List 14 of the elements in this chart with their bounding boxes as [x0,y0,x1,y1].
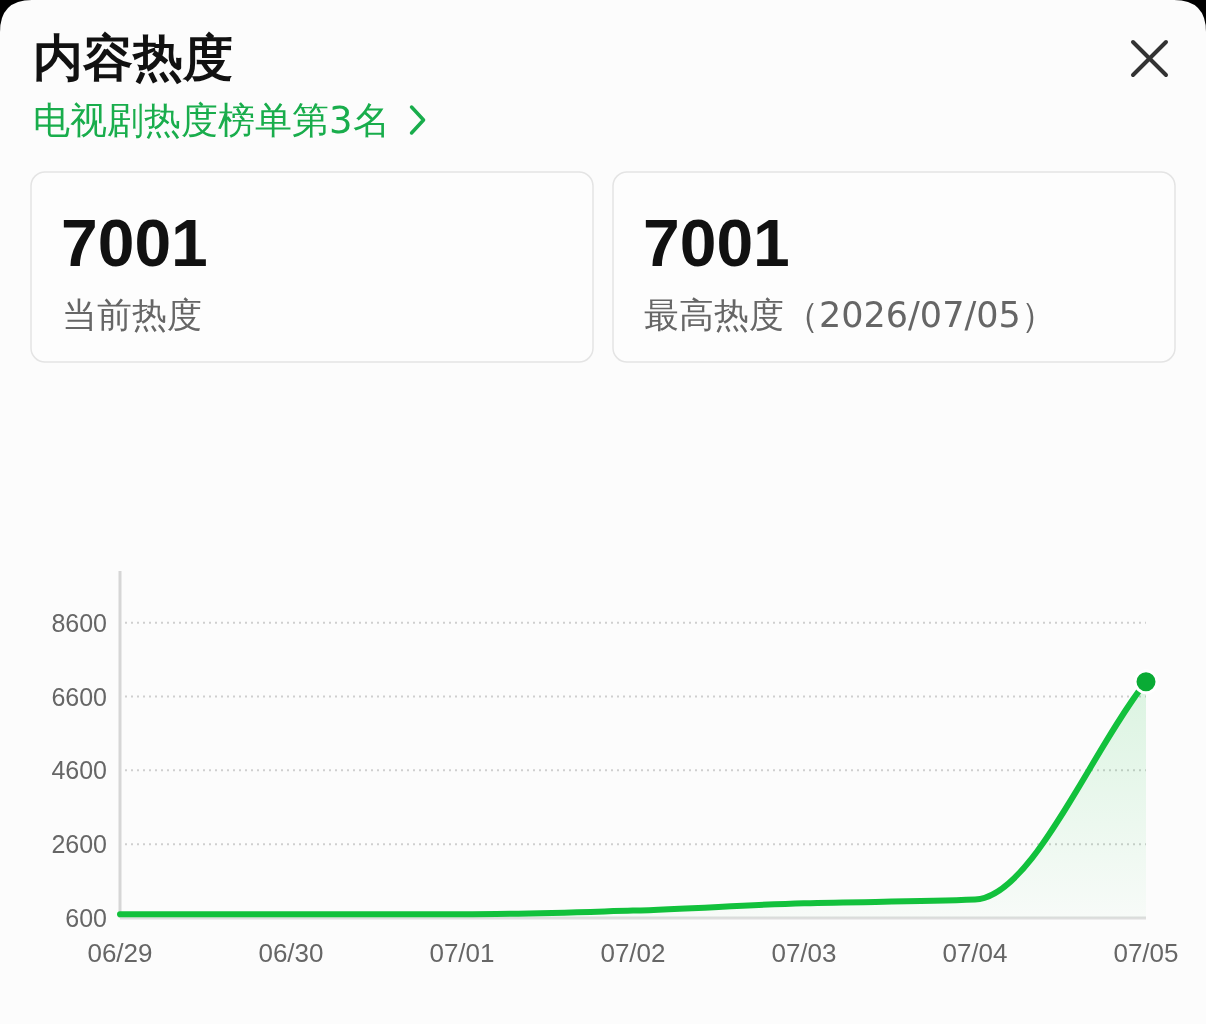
y-tick-label: 600 [65,904,107,932]
x-tick-label: 07/03 [771,938,837,968]
y-tick-label: 4600 [51,756,107,785]
subtitle: 电视剧热度榜单第3名 [33,99,390,142]
y-tick-label: 6600 [51,682,107,711]
y-tick-label: 2600 [51,830,107,859]
x-tick-label: 07/04 [942,938,1008,968]
x-tick-label: 07/01 [429,938,495,968]
x-tick-label: 07/05 [1113,938,1179,968]
x-tick-label: 07/02 [600,938,666,968]
y-tick-label: 8600 [51,608,107,637]
x-tick-label: 06/29 [87,938,153,968]
x-tick-label: 06/30 [258,938,324,968]
title: 内容热度 [33,29,233,87]
